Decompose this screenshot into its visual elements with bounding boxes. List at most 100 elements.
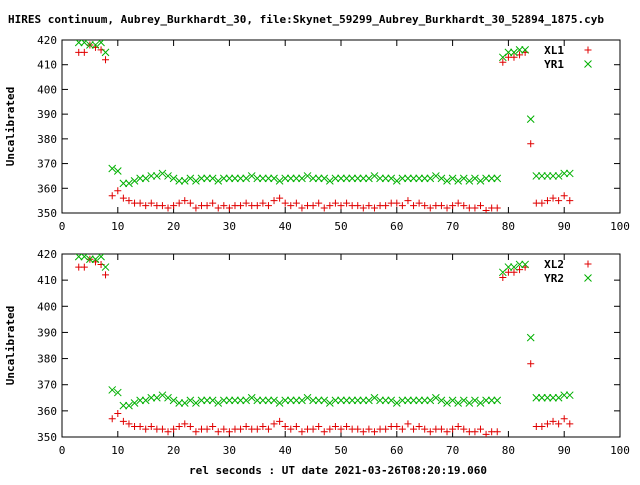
data-point-xl2: [270, 420, 278, 428]
data-point-yr1: [264, 174, 273, 183]
data-point-yr1: [532, 172, 541, 180]
data-point-yr1: [448, 174, 457, 183]
data-point-xl2: [566, 420, 574, 428]
data-point-yr2: [164, 393, 172, 402]
data-point-yr1: [549, 172, 557, 180]
data-point-yr2: [521, 260, 529, 269]
data-point-xl2: [186, 423, 194, 431]
data-point-xl2: [192, 428, 200, 436]
data-point-yr1: [125, 179, 133, 188]
data-point-yr2: [331, 396, 340, 405]
data-point-xl1: [264, 202, 272, 210]
series-xl2: [75, 255, 574, 437]
data-point-yr2: [443, 399, 451, 407]
legend-label-xl1: XL1: [544, 44, 564, 57]
data-point-yr2: [543, 393, 552, 402]
data-point-xl1: [410, 202, 418, 210]
data-point-xl1: [209, 199, 217, 207]
data-point-xl2: [543, 420, 551, 428]
data-point-xl2: [220, 425, 228, 433]
data-point-xl1: [365, 202, 373, 210]
x-tick-label: 0: [59, 444, 66, 457]
data-point-yr2: [387, 396, 396, 405]
data-point-xl2: [114, 409, 122, 417]
bottom-y-axis-label: Uncalibrated: [4, 306, 17, 385]
data-point-xl1: [543, 197, 551, 205]
data-point-xl2: [203, 425, 211, 433]
x-tick-label: 20: [167, 444, 180, 457]
data-point-yr1: [130, 177, 139, 185]
data-point-xl1: [426, 204, 434, 212]
data-point-xl2: [482, 430, 490, 437]
data-point-yr1: [298, 174, 306, 183]
data-point-xl2: [449, 425, 457, 433]
data-point-yr2: [136, 396, 144, 405]
data-point-xl2: [259, 423, 267, 431]
data-point-yr1: [91, 41, 100, 49]
data-point-xl1: [404, 197, 412, 205]
data-point-xl1: [549, 194, 557, 202]
data-point-yr1: [292, 174, 301, 183]
data-point-yr1: [359, 174, 368, 183]
data-point-yr2: [158, 391, 167, 400]
data-point-xl2: [181, 420, 189, 428]
y-tick-label: 360: [37, 405, 57, 418]
data-point-yr1: [370, 172, 379, 180]
data-point-xl2: [370, 428, 378, 436]
data-point-yr2: [309, 396, 317, 405]
data-point-xl1: [326, 202, 334, 210]
data-point-xl2: [365, 425, 373, 433]
data-point-yr2: [125, 401, 133, 410]
data-point-yr1: [510, 48, 518, 57]
data-point-yr1: [437, 174, 446, 183]
data-point-yr1: [225, 174, 234, 183]
data-point-yr1: [465, 177, 474, 185]
data-point-xl2: [108, 415, 116, 423]
y-tick-label: 350: [37, 431, 57, 444]
data-point-yr1: [158, 169, 167, 178]
x-tick-label: 60: [390, 220, 403, 233]
y-tick-label: 350: [37, 207, 57, 220]
data-point-yr1: [420, 174, 429, 183]
data-point-yr2: [80, 254, 89, 261]
data-point-xl2: [331, 423, 339, 431]
data-point-xl2: [555, 420, 563, 428]
data-point-yr2: [392, 399, 401, 407]
data-point-yr2: [532, 393, 541, 402]
data-point-xl1: [471, 204, 479, 212]
top-y-axis-label: Uncalibrated: [4, 87, 17, 166]
data-point-yr1: [203, 174, 211, 183]
data-point-yr2: [214, 399, 223, 407]
data-point-yr1: [242, 174, 250, 183]
chart-title: HIRES continuum, Aubrey_Burkhardt_30, fi…: [8, 13, 604, 26]
data-point-xl1: [192, 204, 200, 212]
data-point-yr2: [342, 396, 351, 405]
top-plot-frame: [61, 39, 621, 214]
data-point-yr2: [448, 396, 457, 405]
data-point-yr2: [504, 263, 513, 271]
data-point-xl2: [142, 425, 150, 433]
data-point-xl2: [225, 428, 233, 436]
legend-marker-yr2: [584, 274, 592, 282]
data-point-yr1: [404, 174, 412, 183]
y-tick-label: 420: [37, 248, 57, 261]
data-point-yr2: [197, 396, 206, 405]
legend-marker-xl1: [584, 46, 592, 54]
data-point-yr1: [119, 179, 128, 188]
data-point-yr2: [320, 396, 329, 405]
x-tick-label: 50: [334, 220, 347, 233]
data-point-yr1: [415, 174, 423, 183]
data-point-xl1: [225, 204, 233, 212]
data-point-yr1: [538, 172, 546, 180]
data-point-xl2: [538, 423, 546, 431]
data-point-yr2: [337, 396, 345, 405]
data-point-yr2: [409, 396, 418, 405]
data-point-xl1: [566, 197, 574, 205]
data-point-xl1: [158, 202, 166, 210]
data-point-xl1: [477, 202, 484, 210]
data-point-yr2: [476, 399, 485, 407]
data-point-yr1: [309, 174, 317, 183]
bottom-panel: 350 360 370 380 390 400 410 420 0 10 20 30 40 50 60 70 8…: [4, 248, 630, 457]
data-point-yr1: [365, 174, 373, 183]
